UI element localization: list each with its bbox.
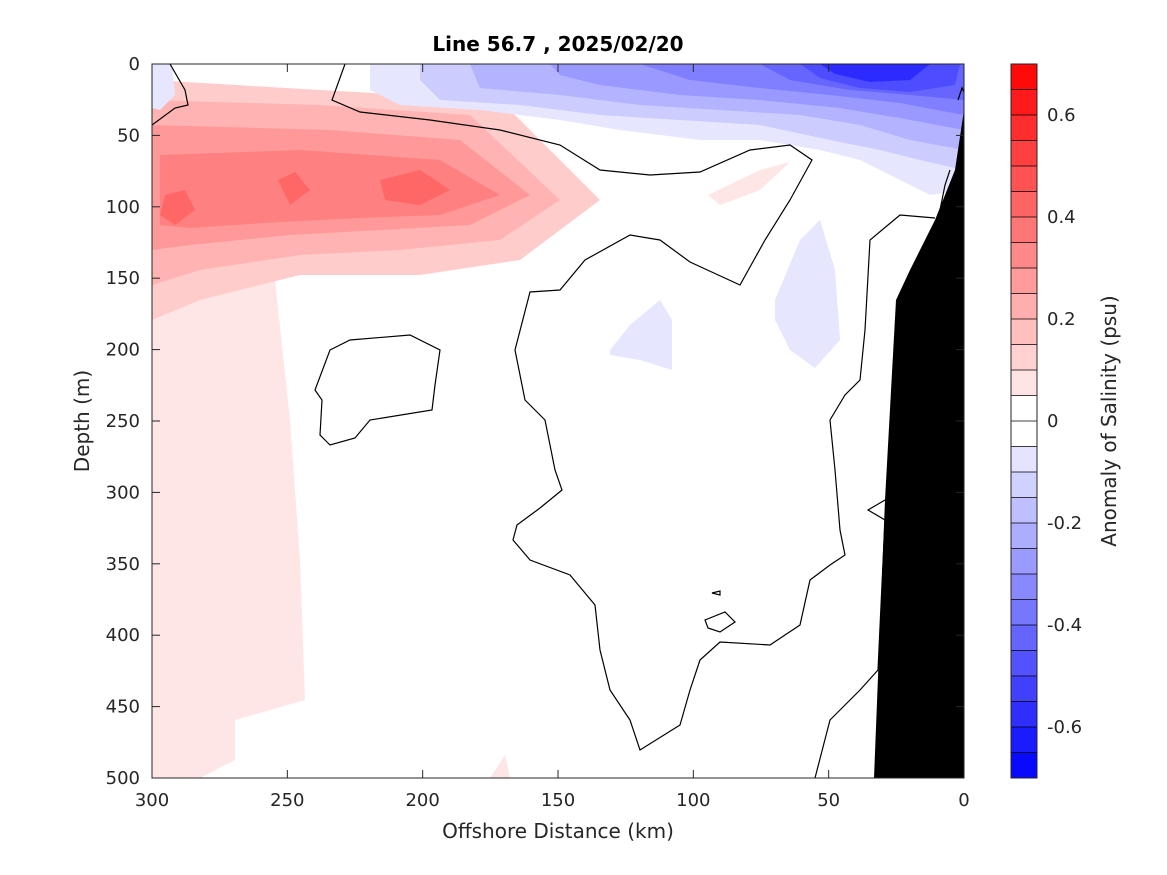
y-tick-label: 250 [106,411,140,432]
colorbar-tick-label: 0.6 [1047,105,1076,126]
x-tick-label: 300 [135,790,169,811]
colorbar-segment [1011,293,1037,320]
y-tick-label: 450 [106,697,140,718]
contour-island [314,334,441,446]
zero-contours [152,64,964,778]
colorbar-segment [1011,650,1037,677]
colorbar-segment [1011,140,1037,167]
seafloor [874,110,964,778]
colorbar-segment [1011,497,1037,524]
colorbar-segment [1011,727,1037,753]
deep-positive-anomaly [152,150,305,778]
colorbar-segment [1011,268,1037,294]
colorbar-segment [1011,89,1037,116]
colorbar-segment [1011,319,1037,345]
colorbar-tick-label: -0.4 [1047,615,1082,636]
plot-area [152,64,964,778]
y-ticks: 0 50 100 150 200 250 300 350 400 450 500 [106,54,964,789]
colorbar-tick-label: 0.4 [1047,207,1076,228]
y-tick-label: 350 [106,554,140,575]
x-tick-label: 100 [676,790,710,811]
contour-near-bottom [939,86,964,211]
small-positive-patch [490,755,510,778]
colorbar-segment [1011,599,1037,626]
colorbar-segment [1011,242,1037,269]
negative-anomaly-subsurface-2 [610,300,672,370]
colorbar-segment [1011,395,1037,422]
colorbar-segment [1011,701,1037,728]
colorbar-ticks: 0.6 0.4 0.2 0 -0.2 -0.4 -0.6 [1047,105,1082,738]
colorbar-segment [1011,625,1037,651]
colorbar-segment [1011,472,1037,498]
y-axis-label: Depth (m) [70,370,94,472]
colorbar-tick-label: -0.6 [1047,717,1082,738]
contour-tiny-loop [711,590,721,596]
x-tick-label: 250 [270,790,304,811]
colorbar-segment [1011,344,1037,371]
colorbar-segment [1011,548,1037,575]
contour-small-loop [704,611,736,633]
colorbar-frame [1010,63,1038,779]
y-tick-label: 150 [106,268,140,289]
y-tick-label: 300 [106,482,140,503]
x-tick-label: 0 [958,790,969,811]
negative-anomaly-core [820,64,930,82]
x-tick-label: 150 [541,790,575,811]
y-tick-label: 50 [117,125,140,146]
x-ticks: 300 250 200 150 100 50 0 [135,64,970,811]
colorbar-segment [1011,421,1037,447]
positive-anomaly-core-3 [380,170,450,205]
y-tick-label: 100 [106,197,140,218]
x-tick-label: 50 [817,790,840,811]
chart-title: Line 56.7 , 2025/02/20 [432,32,683,56]
x-tick-label: 200 [405,790,439,811]
colorbar-segment [1011,752,1037,779]
positive-anomaly-layer-4 [160,150,500,228]
contour-deep-right [814,499,886,778]
positive-anomaly-core-1 [160,190,195,225]
colorbar-segment [1011,64,1037,90]
y-tick-label: 200 [106,340,140,361]
colorbar-segment [1011,191,1037,218]
colorbar-segment [1011,574,1037,600]
colorbar-segment [1011,115,1037,141]
positive-anomaly-core-2 [278,172,310,205]
x-axis-label: Offshore Distance (km) [442,819,674,843]
colorbar-tick-label: 0 [1047,411,1058,432]
y-tick-label: 0 [129,54,140,75]
colorbar-label: Anomaly of Salinity (psu) [1097,295,1121,546]
colorbar-segment [1011,676,1037,702]
y-tick-label: 400 [106,625,140,646]
colorbar-tick-label: -0.2 [1047,513,1082,534]
colorbar-segment [1011,217,1037,243]
small-positive-patch-2 [708,162,790,205]
colorbar-segment [1011,370,1037,396]
colorbar-tick-label: 0.2 [1047,309,1076,330]
colorbar [1011,63,1037,779]
y-tick-label: 500 [106,768,140,789]
contour-surface [152,64,936,751]
negative-anomaly-edge [152,64,175,110]
colorbar-segment [1011,523,1037,549]
negative-anomaly-subsurface-1 [775,220,840,368]
colorbar-segment [1011,446,1037,473]
colorbar-segment [1011,166,1037,192]
